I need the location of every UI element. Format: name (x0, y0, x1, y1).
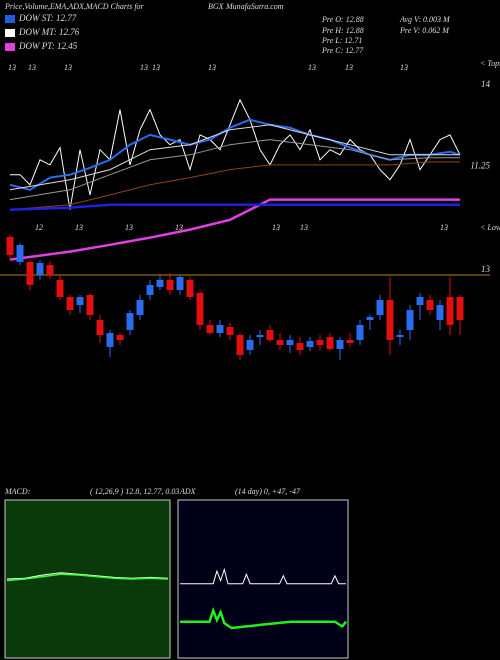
candle-body (446, 297, 454, 325)
panel-title: MACD: (4, 487, 31, 496)
info-text: Pre C: 12.77 (321, 46, 364, 55)
candle-body (256, 335, 264, 337)
candle-body (456, 297, 464, 320)
date-label: 13 (440, 223, 448, 232)
candle-body (156, 280, 164, 287)
candle-body (166, 280, 174, 290)
date-label: 13 (64, 63, 72, 72)
lows-note: < Lows (480, 223, 500, 232)
candle-body (286, 340, 294, 345)
candle-body (436, 305, 444, 320)
candle-body (416, 297, 424, 305)
series-line (9, 203, 460, 211)
candle-body (396, 335, 404, 337)
date-label: 13 (300, 223, 308, 232)
y-tick-label: 14 (481, 79, 491, 89)
date-label: 13 (272, 223, 280, 232)
tops-note: < Tops (480, 59, 500, 68)
series-line (180, 567, 346, 585)
info-text: Pre O: 12.88 (321, 15, 364, 24)
candle-body (186, 280, 194, 297)
legend-swatch (5, 15, 15, 23)
candle-body (106, 333, 114, 347)
legend-swatch (5, 43, 15, 51)
date-label: 13 (208, 63, 216, 72)
candle-body (376, 300, 384, 315)
series-line (10, 98, 461, 210)
candle-body (6, 237, 14, 255)
date-label: 13 (175, 223, 183, 232)
candle-body (46, 265, 54, 275)
header-site: MunafaSutra.com (225, 2, 284, 11)
panel-subtitle: ( 12,26,9 ) 12.8, 12.77, 0.03 (90, 487, 179, 496)
date-label: 13 (152, 63, 160, 72)
info-text: Avg V: 0.003 M (399, 15, 451, 24)
series-line (9, 198, 460, 261)
date-label: 13 (125, 223, 133, 232)
candle-body (26, 262, 34, 285)
date-label: 13 (345, 63, 353, 72)
header-symbol: BGX (208, 2, 225, 11)
legend-label: DOW PT: 12.45 (18, 41, 78, 51)
candle-body (226, 327, 234, 335)
series-line (9, 118, 461, 191)
legend-swatch (5, 29, 15, 37)
candle-body (306, 341, 314, 347)
candle-body (356, 325, 364, 340)
legend-label: DOW ST: 12.77 (18, 13, 77, 23)
adx-panel (177, 499, 349, 659)
y-tick-label: 13 (481, 264, 491, 274)
date-label: 12 (35, 223, 43, 232)
candle-body (36, 263, 44, 275)
candle-body (366, 317, 374, 320)
candle-body (196, 293, 204, 325)
date-label: 13 (400, 63, 408, 72)
header-title: Price,Volume,EMA,ADX,MACD Charts for (4, 2, 145, 11)
series-line (6, 573, 169, 582)
candle-body (426, 300, 434, 310)
candle-body (86, 295, 94, 315)
date-label: 13 (308, 63, 316, 72)
date-label: 13 (8, 63, 16, 72)
candle-body (146, 285, 154, 295)
candle-body (136, 300, 144, 315)
info-text: Pre L: 12.71 (321, 36, 362, 45)
candle-body (96, 320, 104, 335)
candle-body (276, 340, 284, 345)
candle-body (326, 337, 334, 349)
candle-body (266, 330, 274, 340)
candle-body (126, 313, 134, 330)
candle-body (316, 340, 324, 345)
y-tick-label: 11.25 (470, 160, 490, 170)
info-text: Pre V: 0.062 M (399, 26, 450, 35)
info-text: Pre H: 12.88 (321, 26, 364, 35)
panel-title: ADX (179, 487, 197, 496)
candle-body (386, 300, 394, 340)
panel-subtitle: (14 day) 0, +47, -47 (235, 487, 301, 496)
candle-body (296, 343, 304, 350)
series-line (180, 606, 347, 630)
candle-body (246, 340, 254, 350)
candle-body (66, 297, 74, 310)
date-label: 13 (140, 63, 148, 72)
candle-body (236, 335, 244, 355)
candle-body (56, 280, 64, 297)
candle-body (406, 310, 414, 330)
series-line (9, 124, 460, 191)
candle-body (216, 325, 224, 333)
legend-label: DOW MT: 12.76 (18, 27, 80, 37)
date-label: 13 (28, 63, 36, 72)
candle-body (116, 335, 124, 340)
candle-body (336, 340, 344, 349)
candle-body (176, 277, 184, 290)
series-line (9, 139, 460, 201)
candle-body (206, 325, 214, 333)
series-line (9, 161, 460, 211)
candle-body (16, 245, 24, 262)
candle-body (346, 340, 354, 343)
date-label: 13 (75, 223, 83, 232)
candle-body (76, 297, 84, 305)
